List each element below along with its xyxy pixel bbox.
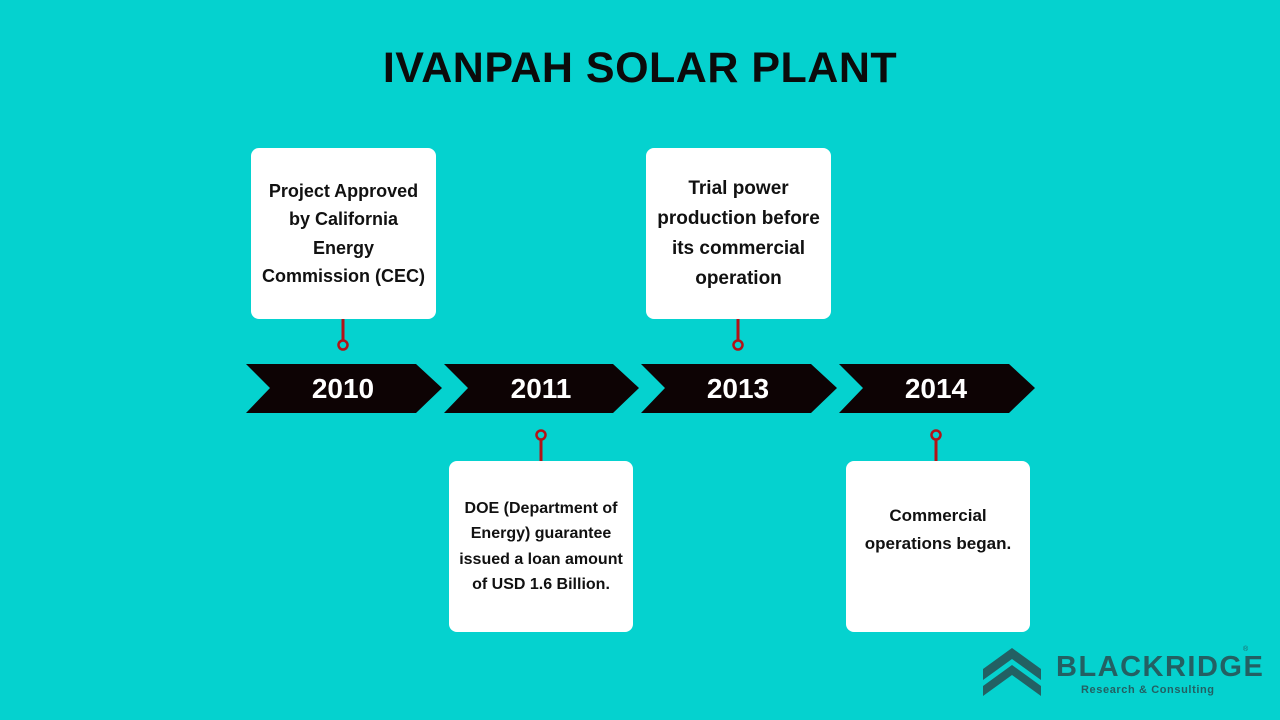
year-label-2011: 2011 — [510, 372, 572, 404]
house-roof-icon — [983, 648, 1041, 696]
year-label-2014: 2014 — [904, 372, 968, 404]
connector-2011 — [535, 429, 547, 461]
event-card-2014: Commercial operations began. — [846, 461, 1030, 632]
connector-2014 — [930, 429, 942, 461]
registered-mark: ® — [1243, 646, 1249, 653]
year-label-2013: 2013 — [706, 372, 770, 404]
chevron-2010 — [246, 364, 442, 413]
brand-logo-tagline: Research & Consulting — [1081, 684, 1215, 696]
year-label-2010: 2010 — [311, 372, 375, 404]
event-card-2010: Project Approved by California Energy Co… — [251, 148, 436, 319]
brand-logo-name: BLACKRIDGE — [1056, 651, 1265, 683]
event-card-2011: DOE (Department of Energy) guarantee iss… — [449, 461, 633, 632]
page-title: IVANPAH SOLAR PLANT — [382, 44, 898, 92]
connector-2013 — [732, 319, 744, 351]
event-card-2013: Trial power production before its commer… — [646, 148, 831, 319]
chevron-2014 — [839, 364, 1035, 413]
chevron-2011 — [444, 364, 639, 413]
chevron-2013 — [641, 364, 837, 413]
connector-2010 — [337, 319, 349, 351]
